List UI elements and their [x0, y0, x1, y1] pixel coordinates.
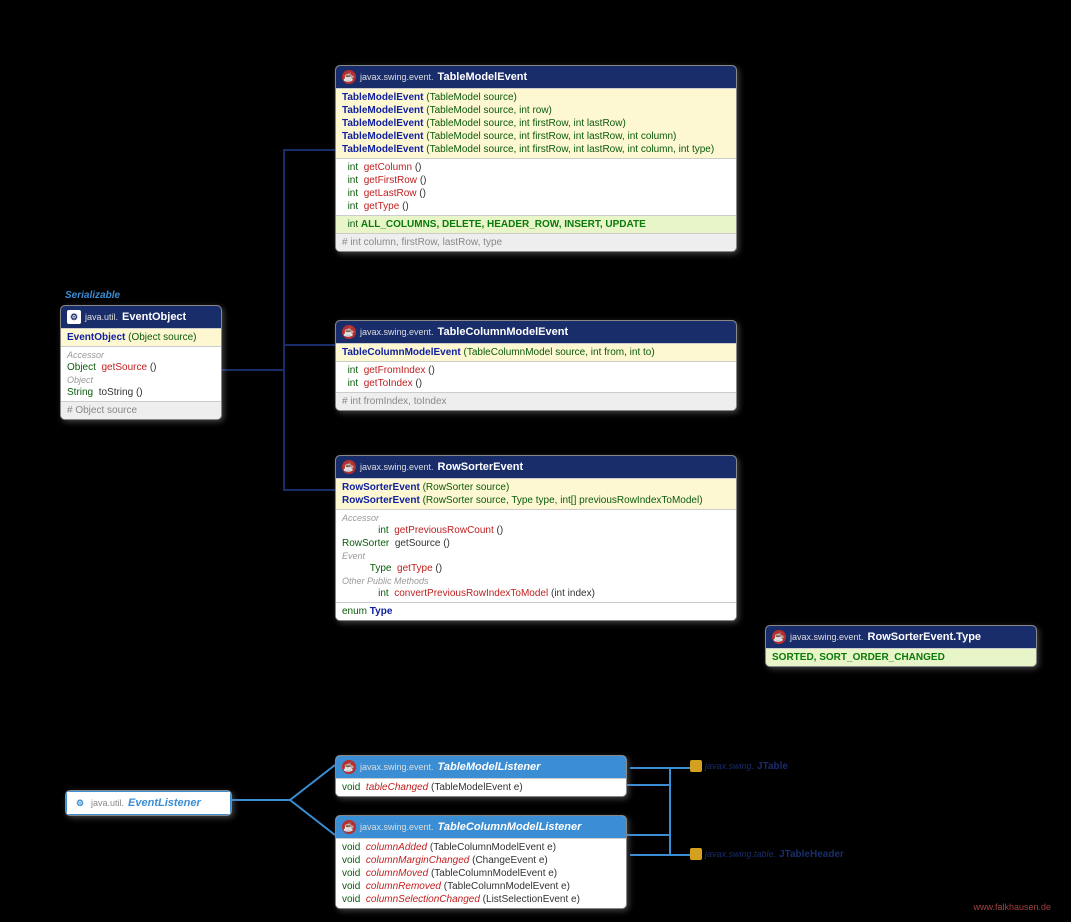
rowsorterevent-type-box: ☕javax.swing.event.RowSorterEvent.Type S…: [765, 625, 1037, 667]
java-icon: ☕: [342, 325, 356, 339]
tablecolumnmodellistener-box: ☕javax.swing.event.TableColumnModelListe…: [335, 815, 627, 909]
jtable-ref: javax.swing.JTable: [690, 760, 788, 772]
gear-icon: ⚙: [67, 310, 81, 324]
eventlistener-box: ⚙java.util.EventListener: [65, 790, 232, 816]
eventobject-header: ⚙java.util.EventObject: [61, 306, 221, 328]
footer-link[interactable]: www.falkhausen.de: [973, 902, 1051, 912]
tablemodelevent-box: ☕javax.swing.event.TableModelEvent Table…: [335, 65, 737, 252]
class-icon: [690, 760, 702, 772]
java-icon: ☕: [342, 760, 356, 774]
rse-header: ☕javax.swing.event.RowSorterEvent: [336, 456, 736, 478]
tml-header: ☕javax.swing.event.TableModelListener: [336, 756, 626, 778]
java-icon: ☕: [772, 630, 786, 644]
serializable-label: Serializable: [65, 290, 120, 301]
tcml-header: ☕javax.swing.event.TableColumnModelListe…: [336, 816, 626, 838]
gear-icon: ⚙: [73, 796, 87, 810]
rowsorterevent-box: ☕javax.swing.event.RowSorterEvent RowSor…: [335, 455, 737, 621]
tme-header: ☕javax.swing.event.TableModelEvent: [336, 66, 736, 88]
class-icon: [690, 848, 702, 860]
java-icon: ☕: [342, 70, 356, 84]
eventobject-box: ⚙java.util.EventObject EventObject (Obje…: [60, 305, 222, 420]
java-icon: ☕: [342, 820, 356, 834]
jtableheader-ref: javax.swing.table.JTableHeader: [690, 848, 844, 860]
el-header: ⚙java.util.EventListener: [66, 791, 231, 815]
tablecolumnmodelevent-box: ☕javax.swing.event.TableColumnModelEvent…: [335, 320, 737, 411]
tablemodellistener-box: ☕javax.swing.event.TableModelListener vo…: [335, 755, 627, 797]
tcme-header: ☕javax.swing.event.TableColumnModelEvent: [336, 321, 736, 343]
rset-header: ☕javax.swing.event.RowSorterEvent.Type: [766, 626, 1036, 648]
java-icon: ☕: [342, 460, 356, 474]
